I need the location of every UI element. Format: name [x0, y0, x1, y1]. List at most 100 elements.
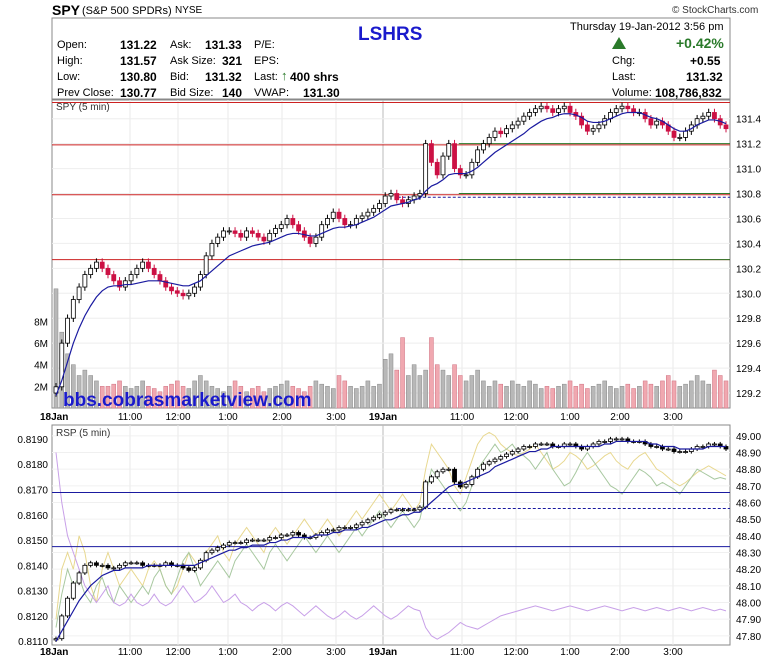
- quote-panel-frame: [51, 17, 731, 100]
- price-candle: [203, 255, 209, 275]
- pe-label: P/E:: [254, 39, 275, 51]
- price-candle: [174, 290, 180, 294]
- pct-change: +0.42%: [676, 35, 724, 51]
- rsp-x-tick-label: 1:00: [560, 647, 580, 658]
- price-candle: [619, 105, 625, 110]
- bid-size-label: Bid Size:: [170, 87, 214, 99]
- price-candle: [700, 115, 706, 120]
- price-candle: [671, 130, 677, 138]
- ask-label: Ask:: [170, 39, 192, 51]
- rsp-candle: [105, 564, 111, 569]
- rsp-candle: [602, 441, 608, 443]
- price-candle: [232, 230, 238, 234]
- price-candle: [475, 149, 481, 163]
- bid-label: Bid:: [170, 71, 189, 83]
- rsp-candle: [683, 451, 688, 453]
- rsp-candle: [353, 524, 359, 528]
- price-x-tick-label: 19Jan: [369, 412, 397, 423]
- price-candle: [325, 218, 330, 226]
- volume-bar: [348, 386, 353, 409]
- volume-bar: [463, 380, 469, 409]
- rsp-candle: [677, 451, 683, 453]
- rsp-candle: [94, 562, 99, 566]
- volume-bar: [723, 380, 729, 409]
- eps-label: EPS:: [254, 55, 280, 67]
- price-candle: [382, 195, 388, 204]
- rsp-left-axis-tick-label: 0.8150: [17, 536, 48, 547]
- price-candle: [221, 230, 226, 238]
- rsp-right-axis-tick-label: 49.00: [736, 432, 761, 443]
- volume-bar: [694, 375, 700, 409]
- price-axis-tick-label: 129.8: [736, 314, 761, 325]
- volume-bar: [423, 369, 428, 409]
- rsp-candle: [365, 519, 371, 523]
- price-candle: [151, 267, 157, 275]
- volume-bar: [250, 388, 255, 409]
- volume-bar: [267, 388, 272, 409]
- price-x-tick-label: 1:00: [560, 412, 580, 423]
- volume-bar: [717, 375, 723, 409]
- rsp-right-axis-tick-label: 48.90: [736, 449, 761, 460]
- price-candle: [249, 230, 255, 234]
- volume-bar: [284, 380, 290, 409]
- volume-bar: [689, 380, 694, 409]
- rsp-candle: [619, 438, 625, 441]
- rsp-left-axis-tick-label: 0.8110: [18, 637, 48, 648]
- volume-bar: [382, 359, 388, 409]
- price-candle: [498, 130, 504, 135]
- volume-bar: [706, 383, 711, 409]
- rsp-candle: [538, 443, 544, 446]
- rsp-candle: [509, 451, 515, 455]
- price-candle: [596, 124, 602, 130]
- volume-bar: [123, 386, 128, 409]
- rsp-plot-frame: [51, 424, 731, 646]
- price-candle: [255, 233, 261, 238]
- price-candle: [105, 267, 111, 275]
- volume-bar: [406, 375, 411, 409]
- volume-bar: [515, 383, 521, 409]
- price-candle: [469, 161, 475, 176]
- vwap-label: VWAP:: [254, 87, 290, 99]
- rsp-x-tick-label: 11:00: [450, 647, 475, 658]
- price-candle: [492, 130, 498, 138]
- price-axis-tick-label: 129.4: [736, 364, 761, 375]
- rsp-right-axis-tick-label: 48.50: [736, 515, 761, 526]
- price-x-tick-label: 2:00: [272, 412, 292, 423]
- rsp-right-axis-tick-label: 48.70: [736, 482, 761, 493]
- rsp-candle: [613, 438, 619, 441]
- volume-axis-tick-label: 8M: [34, 317, 48, 328]
- price-candle: [706, 112, 712, 117]
- rsp-right-axis-tick-label: 47.80: [736, 632, 761, 643]
- price-candle: [677, 137, 683, 139]
- rsp-right-axis-tick-label: 48.00: [736, 599, 761, 610]
- chg-value: +0.55: [690, 54, 721, 68]
- rsp-candle: [192, 567, 198, 571]
- rsp-x-tick-label: 12:00: [165, 647, 190, 658]
- up-arrow-icon: [612, 37, 626, 49]
- volume-bar: [596, 383, 602, 409]
- price-candle: [417, 193, 423, 197]
- volume-bar: [660, 380, 665, 409]
- price-candle: [532, 108, 538, 113]
- rsp-candle: [481, 463, 486, 470]
- volume-bar: [602, 380, 607, 409]
- price-candle: [648, 118, 654, 126]
- volume-axis-tick-label: 6M: [34, 339, 48, 350]
- price-x-tick-label: 18Jan: [40, 412, 68, 423]
- volume-bar: [330, 388, 336, 409]
- volume-bar: [683, 383, 688, 409]
- price-candle: [192, 286, 198, 294]
- volume-bar: [446, 375, 452, 409]
- price-candle: [550, 108, 556, 113]
- price-candle: [365, 211, 371, 217]
- volume-bar: [665, 375, 671, 409]
- rsp-candle: [186, 567, 192, 571]
- price-candle: [94, 261, 99, 269]
- rsp-candle: [267, 537, 273, 541]
- price-candle: [625, 105, 631, 110]
- price-candle: [261, 236, 267, 242]
- price-candle: [117, 280, 122, 288]
- rsp-candle: [290, 532, 296, 536]
- price-axis-tick-label: 131.4: [736, 115, 761, 126]
- volume-bar: [573, 386, 579, 409]
